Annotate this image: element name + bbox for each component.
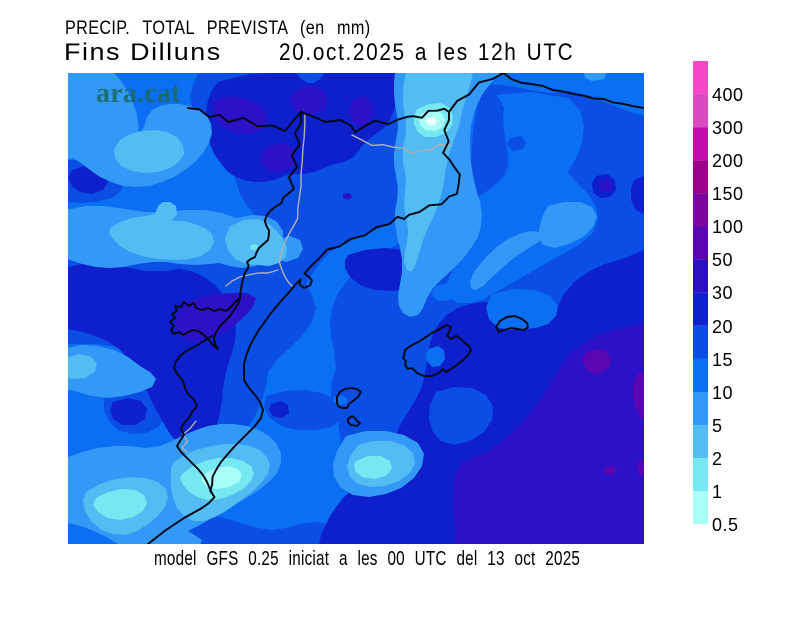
svg-text:ara.cat: ara.cat bbox=[96, 78, 181, 109]
